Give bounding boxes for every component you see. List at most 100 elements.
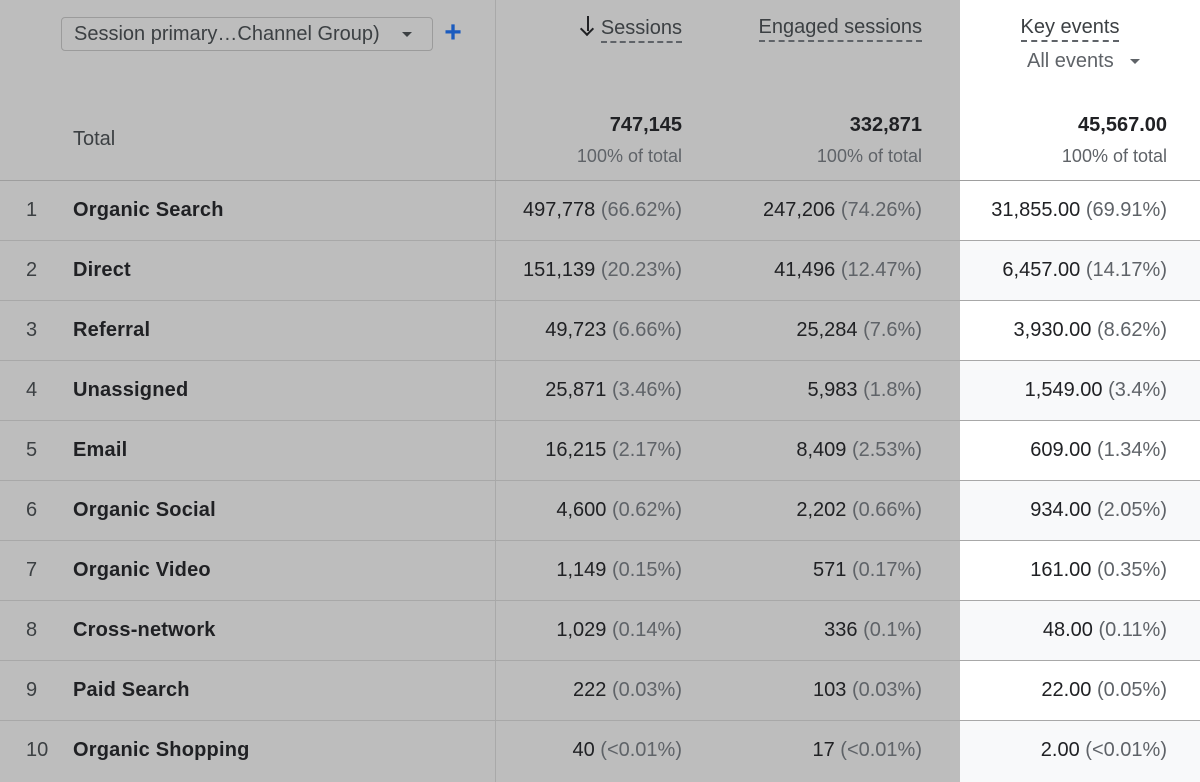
sessions-pct: (0.62%) [611, 499, 682, 521]
engaged-sessions-cell: 247,206 (74.26%) [700, 199, 922, 222]
sessions-header-label: Sessions [600, 17, 682, 43]
total-engaged-sessions: 332,871 [849, 114, 922, 136]
sessions-value: 16,215 [545, 439, 607, 461]
metrics-column-group [495, 0, 961, 782]
sessions-cell: 1,029 (0.14%) [495, 619, 682, 642]
engaged-sessions-column-header[interactable]: Engaged sessions [700, 16, 922, 42]
engaged-sessions-header-label: Engaged sessions [758, 16, 922, 42]
key-events-value: 2.00 [1040, 739, 1080, 761]
engaged-value: 571 [813, 559, 847, 581]
row-rank: 7 [26, 559, 38, 581]
key-events-value: 934.00 [1030, 499, 1092, 521]
key-events-pct: (0.11%) [1098, 619, 1167, 641]
channel-label: Organic Search [73, 199, 224, 221]
key-events-pct: (2.05%) [1096, 499, 1167, 521]
engaged-pct: (0.1%) [863, 619, 922, 641]
channel-label: Direct [73, 259, 131, 281]
sessions-pct: (3.46%) [611, 379, 682, 401]
engaged-value: 25,284 [796, 319, 858, 341]
sessions-cell: 497,778 (66.62%) [495, 199, 682, 222]
table-row[interactable]: 4 Unassigned 25,871 (3.46%) 5,983 (1.8%)… [0, 361, 1200, 421]
sessions-cell: 16,215 (2.17%) [495, 439, 682, 462]
engaged-value: 247,206 [762, 199, 836, 221]
sessions-value: 151,139 [522, 259, 596, 281]
sessions-cell: 151,139 (20.23%) [495, 259, 682, 282]
row-divider [0, 720, 1200, 721]
channel-label: Cross-network [73, 619, 216, 641]
key-events-column-header[interactable]: Key events [1000, 16, 1140, 42]
row-rank: 8 [26, 619, 38, 641]
table-row[interactable]: 3 Referral 49,723 (6.66%) 25,284 (7.6%) … [0, 301, 1200, 361]
key-events-filter-label: All events [1027, 50, 1114, 72]
row-divider [0, 240, 1200, 241]
table-row[interactable]: 1 Organic Search 497,778 (66.62%) 247,20… [0, 181, 1200, 241]
engaged-pct: (74.26%) [840, 199, 922, 221]
channel-label: Organic Shopping [73, 739, 250, 761]
add-dimension-button[interactable]: + [444, 16, 462, 49]
key-events-cell: 31,855.00 (69.91%) [960, 199, 1167, 222]
sessions-pct: (0.03%) [611, 679, 682, 701]
sessions-cell: 49,723 (6.66%) [495, 319, 682, 342]
row-divider [0, 300, 1200, 301]
row-rank: 1 [26, 199, 38, 221]
table-row[interactable]: 6 Organic Social 4,600 (0.62%) 2,202 (0.… [0, 481, 1200, 541]
engaged-sessions-cell: 8,409 (2.53%) [700, 439, 922, 462]
table-row[interactable]: 9 Paid Search 222 (0.03%) 103 (0.03%) 22… [0, 661, 1200, 721]
engaged-pct: (7.6%) [863, 319, 922, 341]
sessions-pct: (0.15%) [611, 559, 682, 581]
key-events-cell: 609.00 (1.34%) [960, 439, 1167, 462]
key-events-cell-bg [960, 721, 1200, 782]
engaged-value: 5,983 [807, 379, 858, 401]
row-rank: 2 [26, 259, 38, 281]
dimension-column [0, 0, 495, 782]
engaged-value: 17 [812, 739, 835, 761]
row-rank: 4 [26, 379, 38, 401]
key-events-cell: 1,549.00 (3.4%) [960, 379, 1167, 402]
key-events-cell: 22.00 (0.05%) [960, 679, 1167, 702]
total-sessions-pct: 100% of total [576, 146, 682, 166]
engaged-pct: (0.66%) [851, 499, 922, 521]
sessions-value: 222 [573, 679, 607, 701]
table-row[interactable]: 10 Organic Shopping 40 (<0.01%) 17 (<0.0… [0, 721, 1200, 782]
sessions-value: 25,871 [545, 379, 607, 401]
engaged-pct: (1.8%) [863, 379, 922, 401]
row-divider [0, 600, 1200, 601]
dimension-select[interactable]: Session primary…Channel Group) [61, 17, 433, 51]
key-events-pct: (8.62%) [1096, 319, 1167, 341]
table-row[interactable]: 7 Organic Video 1,149 (0.15%) 571 (0.17%… [0, 541, 1200, 601]
key-events-value: 22.00 [1041, 679, 1092, 701]
row-divider [0, 420, 1200, 421]
total-key-events: 45,567.00 [1078, 114, 1167, 136]
table-row[interactable]: 5 Email 16,215 (2.17%) 8,409 (2.53%) 609… [0, 421, 1200, 481]
row-divider [0, 540, 1200, 541]
channel-label: Organic Video [73, 559, 211, 581]
engaged-sessions-cell: 25,284 (7.6%) [700, 319, 922, 342]
engaged-value: 8,409 [796, 439, 847, 461]
engaged-sessions-cell: 17 (<0.01%) [700, 739, 922, 762]
table-row[interactable]: 8 Cross-network 1,029 (0.14%) 336 (0.1%)… [0, 601, 1200, 661]
sessions-value: 4,600 [556, 499, 607, 521]
sessions-pct: (<0.01%) [600, 739, 682, 761]
row-rank: 5 [26, 439, 38, 461]
channel-label: Organic Social [73, 499, 216, 521]
key-events-pct: (0.05%) [1096, 679, 1167, 701]
sessions-column-header[interactable]: Sessions [560, 16, 682, 43]
sessions-pct: (0.14%) [611, 619, 682, 641]
sessions-value: 1,149 [556, 559, 607, 581]
sessions-pct: (2.17%) [611, 439, 682, 461]
sessions-value: 1,029 [556, 619, 607, 641]
sessions-value: 49,723 [545, 319, 607, 341]
total-key-events-pct: 100% of total [1061, 146, 1167, 166]
key-events-filter-dropdown[interactable]: All events [1027, 50, 1140, 73]
table-row[interactable]: 2 Direct 151,139 (20.23%) 41,496 (12.47%… [0, 241, 1200, 301]
key-events-value: 609.00 [1030, 439, 1092, 461]
engaged-sessions-cell: 2,202 (0.66%) [700, 499, 922, 522]
engaged-pct: (0.17%) [851, 559, 922, 581]
key-events-cell: 48.00 (0.11%) [960, 619, 1167, 642]
key-events-cell: 934.00 (2.05%) [960, 499, 1167, 522]
sessions-cell: 1,149 (0.15%) [495, 559, 682, 582]
engaged-value: 2,202 [796, 499, 847, 521]
engaged-sessions-cell: 336 (0.1%) [700, 619, 922, 642]
row-divider [0, 480, 1200, 481]
sessions-pct: (66.62%) [600, 199, 682, 221]
